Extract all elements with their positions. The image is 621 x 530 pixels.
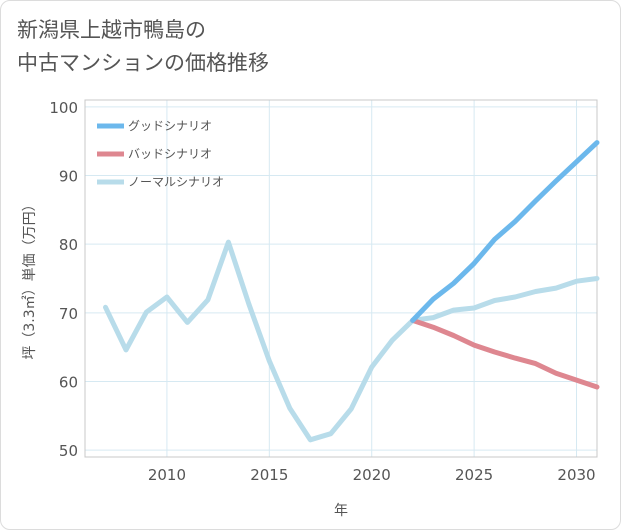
grid-lines	[85, 100, 597, 457]
y-tick-label: 60	[59, 373, 78, 391]
tick-labels: 2010 2015 2020 2025 2030 50 60 70 80 90 100	[49, 99, 595, 484]
x-tick-label: 2010	[148, 466, 186, 484]
x-axis-label: 年	[334, 503, 348, 519]
y-tick-label: 80	[59, 236, 78, 254]
x-tick-label: 2025	[455, 466, 493, 484]
series-line-2	[103, 239, 600, 443]
legend-label: ノーマルシナリオ	[128, 175, 224, 189]
legend-label: バッドシナリオ	[128, 147, 212, 161]
x-tick-label: 2020	[353, 466, 391, 484]
y-tick-label: 70	[59, 305, 78, 323]
x-tick-label: 2030	[557, 466, 595, 484]
chart-title-line-1: 新潟県上越市鴨島の	[17, 18, 206, 42]
series-line-0	[410, 140, 600, 323]
series-layer	[103, 140, 600, 443]
x-tick-label: 2015	[250, 466, 288, 484]
y-tick-label: 50	[59, 442, 78, 460]
chart-title-line-2: 中古マンションの価格推移	[17, 51, 269, 75]
series-line-1	[410, 317, 600, 390]
legend-label: グッドシナリオ	[128, 119, 212, 133]
y-axis-label: 坪（3.3㎡）単価（万円）	[22, 197, 38, 359]
chart-title: 新潟県上越市鴨島の 中古マンションの価格推移	[17, 14, 269, 80]
y-tick-label: 100	[49, 99, 78, 117]
y-tick-label: 90	[59, 168, 78, 186]
